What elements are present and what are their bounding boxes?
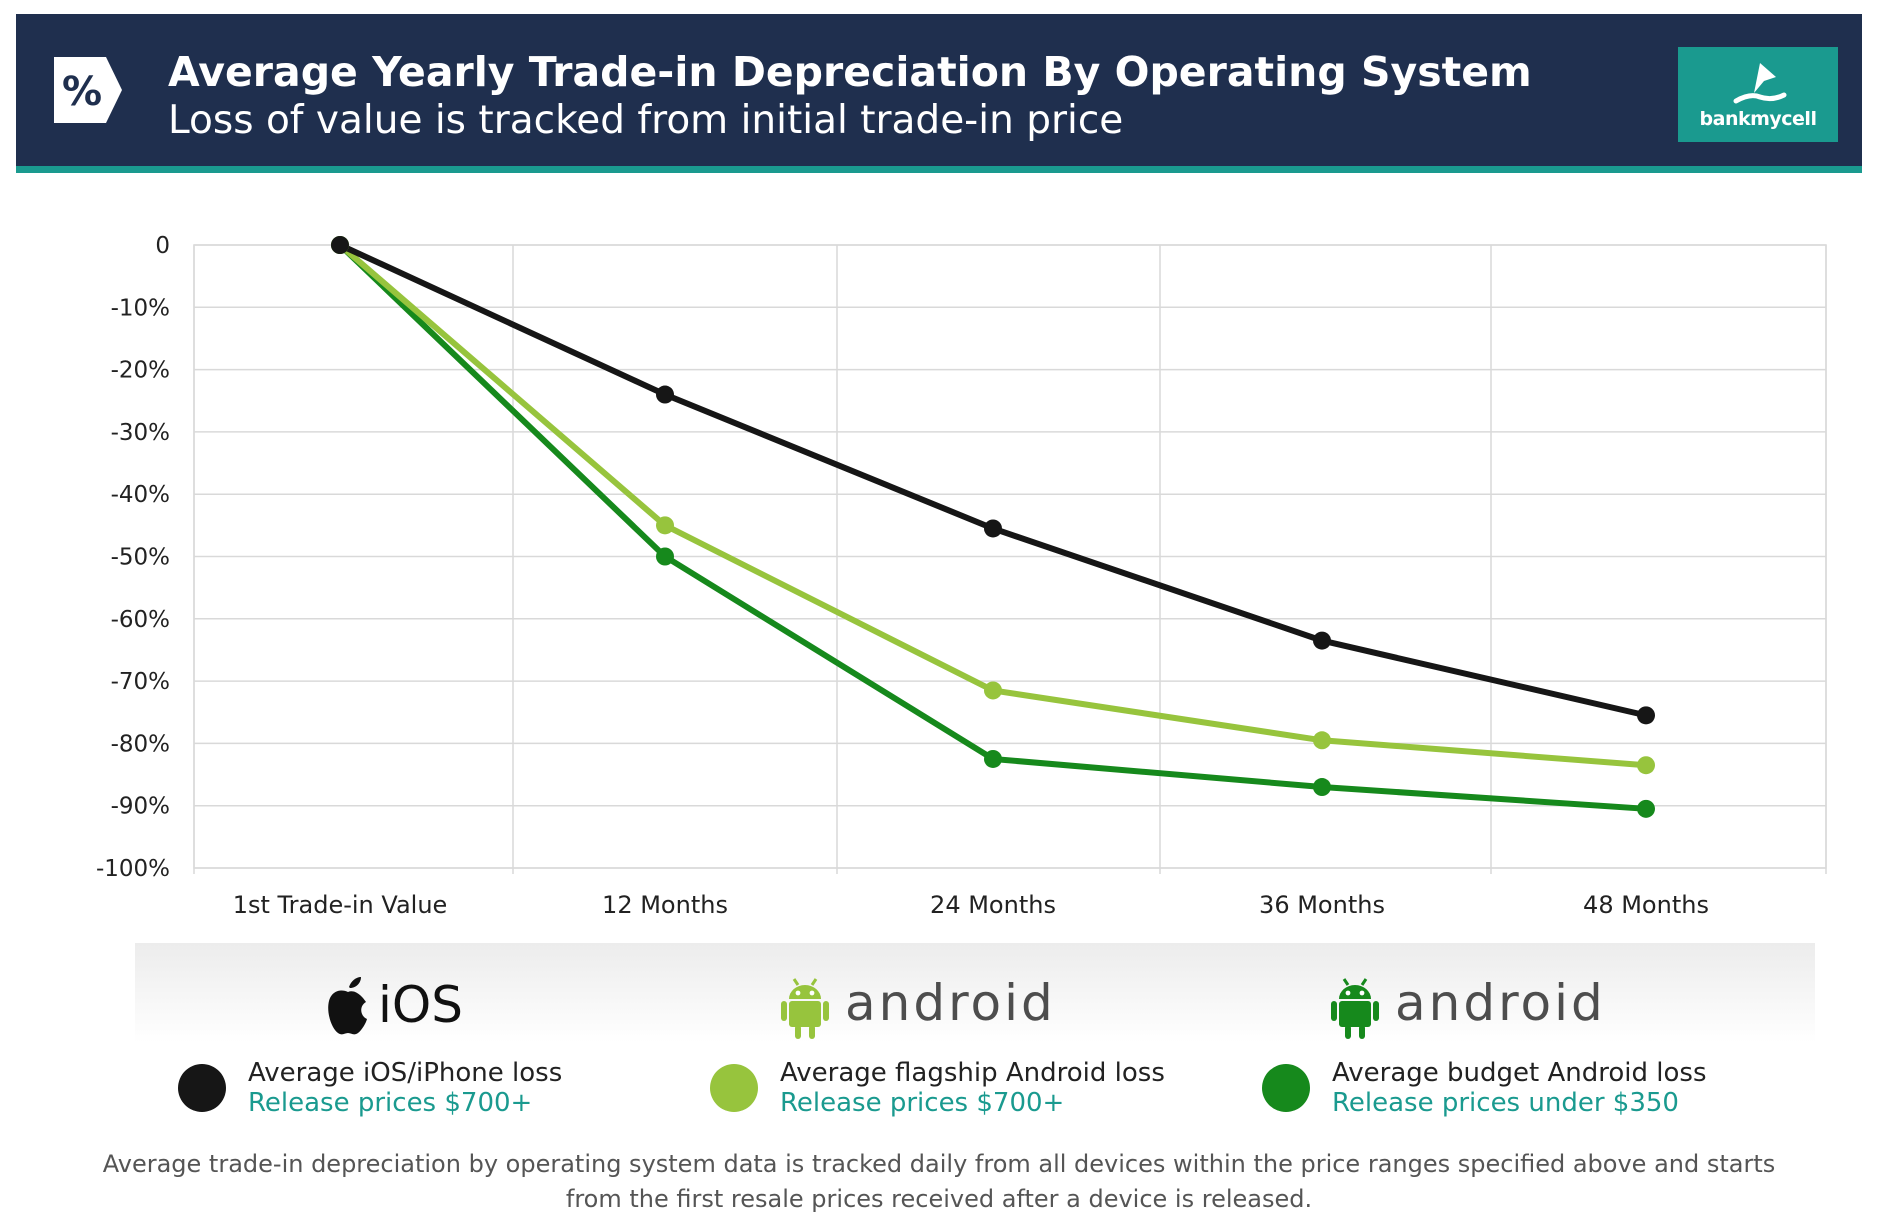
android-robot-icon [781, 978, 829, 1039]
y-tick-label: -70% [111, 669, 170, 695]
brand-name: bankmycell [1699, 108, 1817, 130]
data-point [331, 236, 349, 254]
chart-title: Average Yearly Trade-in Depreciation By … [168, 48, 1532, 96]
data-point [656, 516, 674, 535]
y-tick-label: -20% [111, 358, 170, 384]
android-robot-icon [1331, 978, 1379, 1039]
x-tick-label: 48 Months [1583, 891, 1709, 919]
brand-mark-icon [1733, 63, 1787, 104]
legend-item-flagship-android: Average flagship Android loss Release pr… [710, 1052, 1170, 1122]
legend-band [135, 943, 1815, 1043]
y-tick-label: -30% [111, 420, 170, 446]
y-tick-label: -100% [96, 856, 170, 882]
x-tick-label: 12 Months [602, 891, 728, 919]
ios-wordmark: iOS [378, 976, 463, 1034]
y-tick-label: -50% [111, 545, 170, 571]
depreciation-line-chart: 0 -10% -20% -30% -40% -50% -60% -70% -80% -90% -10… [96, 233, 1827, 919]
data-point [1313, 631, 1331, 650]
data-point [1313, 731, 1331, 750]
data-point [984, 749, 1002, 768]
legend-item-budget-android: Average budget Android loss Release pric… [1262, 1052, 1732, 1122]
y-tick-label: -40% [111, 482, 170, 508]
x-tick-label: 24 Months [930, 891, 1056, 919]
data-point [1313, 778, 1331, 797]
legend-price-ios: Release prices $700+ [248, 1088, 533, 1118]
legend-label-ios: Average iOS/iPhone loss [248, 1058, 563, 1088]
android-wordmark-flagship: android [845, 974, 1056, 1032]
chart-subtitle: Loss of value is tracked from initial tr… [168, 98, 1124, 143]
legend-price-budget-android: Release prices under $350 [1332, 1088, 1679, 1118]
data-point [984, 681, 1002, 700]
legend-item-ios: Average iOS/iPhone loss Release prices $… [178, 1052, 598, 1122]
svg-text:%: % [62, 69, 102, 115]
legend-label-flagship-android: Average flagship Android loss [780, 1058, 1165, 1088]
data-point [656, 547, 674, 566]
data-point [984, 519, 1002, 538]
legend-marker-flagship-android [710, 1064, 758, 1112]
header-banner: % Average Yearly Trade-in Depreciation B… [16, 14, 1862, 173]
y-tick-label: -60% [111, 607, 170, 633]
footnote: Average trade-in depreciation by operati… [102, 1150, 1776, 1213]
x-tick-label: 36 Months [1259, 891, 1385, 919]
data-point [1637, 799, 1655, 818]
percent-tag-icon: % [54, 57, 122, 123]
data-point [1637, 756, 1655, 775]
data-point [656, 385, 674, 404]
legend-label-budget-android: Average budget Android loss [1332, 1058, 1707, 1088]
x-tick-label: 1st Trade-in Value [233, 891, 448, 919]
legend-price-flagship-android: Release prices $700+ [780, 1088, 1065, 1118]
y-tick-label: -90% [111, 794, 170, 820]
data-point [1637, 706, 1655, 725]
apple-logo-icon [328, 977, 367, 1035]
y-tick-label: -10% [111, 295, 170, 321]
android-wordmark-budget: android [1395, 974, 1606, 1032]
legend-marker-budget-android [1262, 1064, 1310, 1112]
y-tick-label: -80% [111, 731, 170, 757]
brand-logo: bankmycell [1678, 47, 1838, 142]
legend-marker-ios [178, 1064, 226, 1112]
y-tick-label: 0 [155, 233, 170, 259]
